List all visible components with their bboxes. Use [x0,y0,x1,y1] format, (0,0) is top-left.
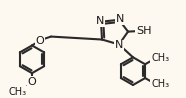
Text: O: O [36,35,44,45]
Text: N: N [116,14,124,24]
Text: CH₃: CH₃ [151,79,169,89]
Text: N: N [115,40,123,50]
Text: CH₃: CH₃ [9,87,27,97]
Text: SH: SH [136,26,152,36]
Text: CH₃: CH₃ [151,53,169,63]
Text: N: N [96,16,104,26]
Text: O: O [28,77,36,87]
